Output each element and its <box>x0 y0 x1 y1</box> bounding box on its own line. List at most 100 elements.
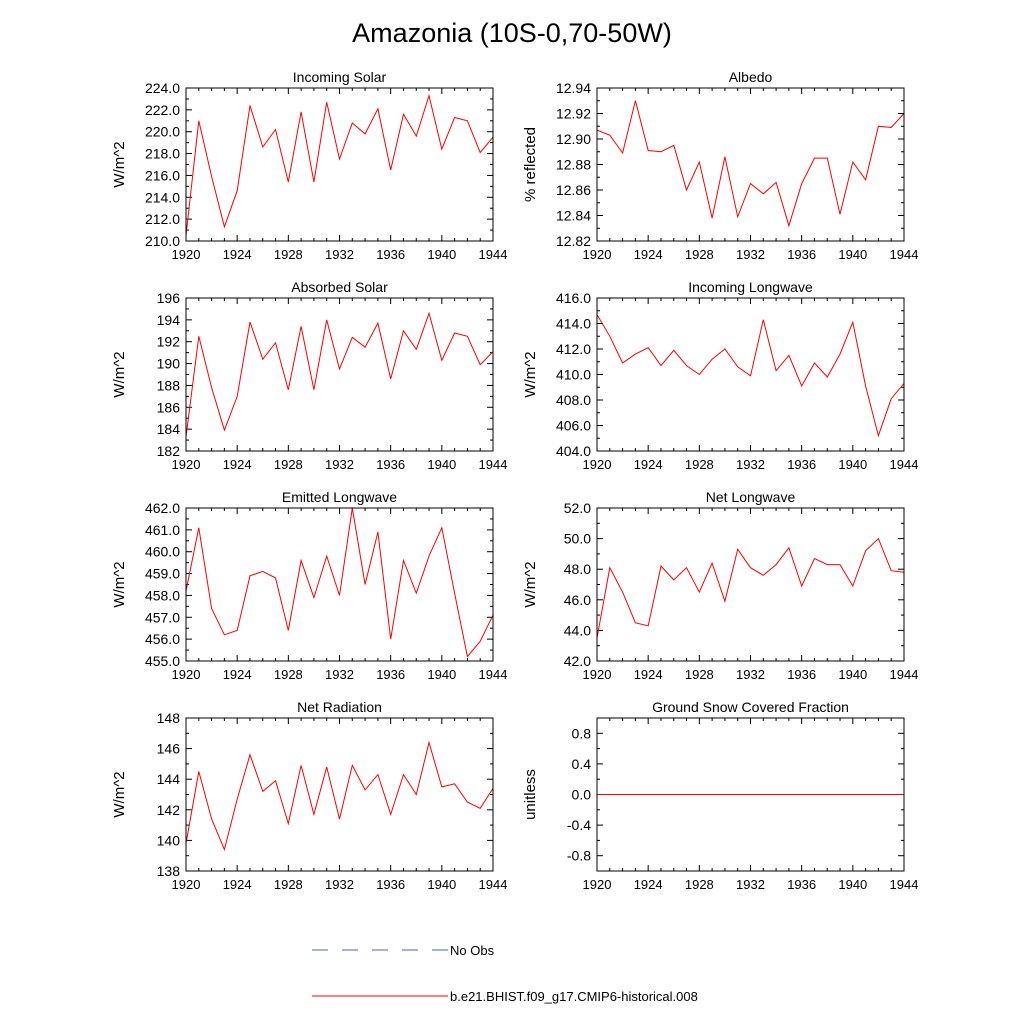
y-tick-label: 142 <box>157 802 181 818</box>
x-tick-label: 1932 <box>736 667 765 682</box>
y-tick-label: 148 <box>157 710 181 726</box>
series-line-net-radiation <box>185 740 494 852</box>
y-axis-label: W/m^2 <box>522 351 539 397</box>
y-tick-label: 12.94 <box>556 80 591 96</box>
y-tick-label: 48.0 <box>564 561 591 577</box>
x-tick-label: 1944 <box>890 457 919 472</box>
plot-frame <box>596 87 905 242</box>
x-tick-label: 1944 <box>890 877 919 892</box>
x-tick-label: 1936 <box>787 667 816 682</box>
plot-frame <box>185 507 494 662</box>
x-tick-label: 1936 <box>376 457 405 472</box>
x-tick-label: 1920 <box>172 247 201 262</box>
x-tick-label: 1928 <box>274 667 303 682</box>
panels: 1920 1924 1928 1932 1936 1940 1944 210.0 212.0 21… <box>111 69 918 892</box>
y-tick-label: 184 <box>157 421 181 437</box>
y-tick-label: 12.86 <box>556 182 591 198</box>
y-tick-label: 459.0 <box>145 566 180 582</box>
series-line-albedo <box>596 100 905 228</box>
y-tick-label: 0.0 <box>572 787 592 803</box>
y-tick-label: 404.0 <box>556 443 591 459</box>
y-axis-label: W/m^2 <box>111 561 128 607</box>
y-tick-label: 50.0 <box>564 531 591 547</box>
x-tick-label: 1924 <box>634 877 663 892</box>
plot-frame <box>185 717 494 872</box>
plot-frame <box>185 297 494 452</box>
x-tick-label: 1936 <box>376 667 405 682</box>
panel-title: Ground Snow Covered Fraction <box>652 699 849 715</box>
x-tick-label: 1924 <box>223 667 252 682</box>
y-tick-label: 0.4 <box>572 756 592 772</box>
x-tick-label: 1940 <box>427 457 456 472</box>
y-tick-label: 218.0 <box>145 146 180 162</box>
y-tick-label: 457.0 <box>145 609 180 625</box>
y-tick-label: 12.82 <box>556 233 591 249</box>
x-tick-label: 1932 <box>325 457 354 472</box>
x-tick-label: 1924 <box>634 247 663 262</box>
x-tick-label: 1920 <box>583 457 612 472</box>
y-tick-label: 12.84 <box>556 208 591 224</box>
y-tick-label: 410.0 <box>556 367 591 383</box>
x-tick-label: 1944 <box>479 667 508 682</box>
x-tick-label: 1924 <box>634 667 663 682</box>
y-tick-label: 462.0 <box>145 500 180 516</box>
y-tick-label: 212.0 <box>145 211 180 227</box>
panel-title: Net Radiation <box>297 699 382 715</box>
x-tick-label: 1932 <box>736 457 765 472</box>
x-tick-label: 1920 <box>172 877 201 892</box>
x-tick-label: 1932 <box>325 247 354 262</box>
y-tick-label: 46.0 <box>564 592 591 608</box>
series-line-emitted-longwave <box>185 507 494 658</box>
y-tick-label: 216.0 <box>145 167 180 183</box>
x-tick-label: 1928 <box>685 667 714 682</box>
x-tick-label: 1932 <box>325 667 354 682</box>
legend-label-no-obs: No Obs <box>450 943 495 958</box>
x-tick-label: 1940 <box>838 877 867 892</box>
y-tick-label: 196 <box>157 290 181 306</box>
y-axis-label: W/m^2 <box>111 351 128 397</box>
y-tick-label: 455.0 <box>145 653 180 669</box>
x-tick-label: 1924 <box>223 877 252 892</box>
y-tick-label: -0.4 <box>567 817 591 833</box>
plot-frame <box>596 297 905 452</box>
x-tick-label: 1940 <box>427 667 456 682</box>
x-tick-label: 1924 <box>634 457 663 472</box>
y-tick-label: 224.0 <box>145 80 180 96</box>
y-tick-label: 414.0 <box>556 316 591 332</box>
x-tick-label: 1936 <box>376 247 405 262</box>
x-tick-label: 1944 <box>479 457 508 472</box>
panel-albedo: 1920 1924 1928 1932 1936 1940 1944 12.82 12.84 12… <box>522 69 918 262</box>
y-axis-label: unitless <box>522 769 539 820</box>
y-tick-label: 406.0 <box>556 418 591 434</box>
y-tick-label: 188 <box>157 377 181 393</box>
x-tick-label: 1932 <box>736 877 765 892</box>
y-tick-label: 144 <box>157 771 181 787</box>
x-tick-label: 1936 <box>787 247 816 262</box>
y-tick-label: 182 <box>157 443 181 459</box>
panel-net-radiation: 1920 1924 1928 1932 1936 1940 1944 138 140 142 144… <box>111 699 507 892</box>
y-tick-label: 460.0 <box>145 544 180 560</box>
y-tick-label: 220.0 <box>145 124 180 140</box>
x-tick-label: 1920 <box>583 247 612 262</box>
panel-net-longwave: 1920 1924 1928 1932 1936 1940 1944 42.0 44.0 46.0… <box>522 489 918 682</box>
y-tick-label: 146 <box>157 741 181 757</box>
x-tick-label: 1932 <box>736 247 765 262</box>
y-tick-label: 186 <box>157 399 181 415</box>
y-tick-label: 416.0 <box>556 290 591 306</box>
y-tick-label: 194 <box>157 312 181 328</box>
panel-title: Absorbed Solar <box>291 279 388 295</box>
x-tick-label: 1944 <box>479 877 508 892</box>
y-axis-label: W/m^2 <box>111 141 128 187</box>
x-tick-label: 1944 <box>890 667 919 682</box>
y-tick-label: 0.8 <box>572 725 592 741</box>
y-tick-label: 456.0 <box>145 631 180 647</box>
x-tick-label: 1928 <box>274 457 303 472</box>
y-axis-label: % reflected <box>522 127 539 202</box>
y-tick-label: 12.92 <box>556 106 591 122</box>
y-axis-label: W/m^2 <box>111 771 128 817</box>
y-tick-label: 12.90 <box>556 131 591 147</box>
panel-ground-snow-covered-fraction: 1920 1924 1928 1932 1936 1940 1944 -0.8 -0.4 0.0 0… <box>522 699 918 892</box>
x-tick-label: 1920 <box>583 667 612 682</box>
y-tick-label: 190 <box>157 356 181 372</box>
